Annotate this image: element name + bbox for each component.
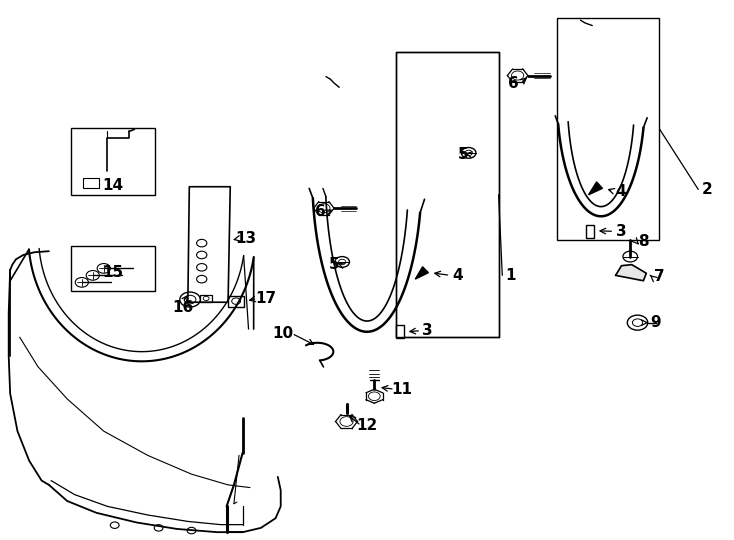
Text: 1: 1 bbox=[506, 268, 516, 283]
Polygon shape bbox=[616, 265, 647, 281]
Text: 8: 8 bbox=[638, 234, 649, 249]
Text: 6: 6 bbox=[315, 205, 326, 219]
Text: 6: 6 bbox=[508, 76, 519, 91]
Text: 10: 10 bbox=[272, 326, 294, 341]
Text: 12: 12 bbox=[357, 418, 377, 433]
Polygon shape bbox=[589, 182, 603, 195]
Text: 13: 13 bbox=[236, 231, 257, 246]
Text: 4: 4 bbox=[452, 268, 463, 283]
Text: 5: 5 bbox=[458, 147, 469, 162]
Text: 5: 5 bbox=[329, 257, 339, 272]
FancyBboxPatch shape bbox=[586, 225, 594, 238]
Text: 2: 2 bbox=[702, 182, 713, 197]
Text: 9: 9 bbox=[650, 315, 661, 330]
Text: 14: 14 bbox=[102, 178, 123, 193]
Text: 16: 16 bbox=[172, 300, 193, 315]
Text: 3: 3 bbox=[616, 224, 627, 239]
Text: 4: 4 bbox=[615, 184, 626, 199]
Text: 7: 7 bbox=[654, 269, 665, 285]
Text: 3: 3 bbox=[421, 323, 432, 338]
Text: 11: 11 bbox=[392, 382, 413, 397]
Polygon shape bbox=[415, 267, 429, 279]
FancyBboxPatch shape bbox=[396, 325, 404, 338]
Text: 17: 17 bbox=[255, 291, 277, 306]
Text: 15: 15 bbox=[102, 265, 123, 280]
